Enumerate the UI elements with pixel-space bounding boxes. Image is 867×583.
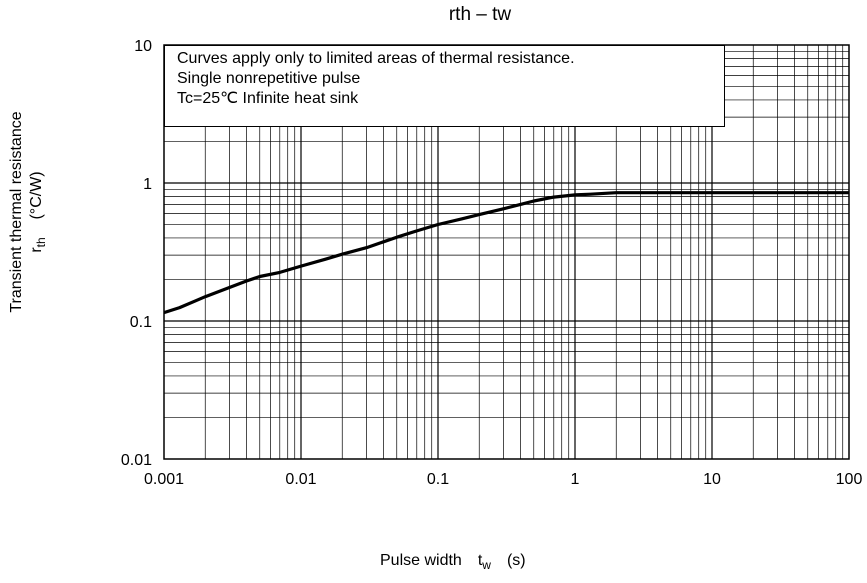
x-axis-label: Pulse width tw (s) [380,552,700,572]
y-tick-label: 10 [134,38,152,55]
x-axis-subscript: w [482,558,491,572]
x-tick-label: 100 [836,471,863,488]
x-axis-unit: (s) [506,552,526,569]
series-line-rth [163,191,849,315]
y-axis-subscript: th [34,237,48,248]
annotation-box: Curves apply only to limited areas of th… [164,45,725,127]
x-axis-symbol: t [477,552,483,569]
y-axis-label-line1: Transient thermal resistance [8,111,25,313]
annotation-line-1: Curves apply only to limited areas of th… [177,50,575,67]
y-axis-label-line2: rth (°C/W) [27,52,48,372]
x-tick-label: 10 [703,471,721,488]
y-axis-label: Transient thermal resistance rth (°C/W) [7,52,51,372]
y-axis-symbol: r [28,247,45,253]
annotation-line-2: Single nonrepetitive pulse [177,70,361,87]
y-axis-unit: (°C/W) [28,171,45,220]
y-tick-label: 1 [143,176,152,193]
x-tick-label: 0.001 [144,471,184,488]
series [163,191,849,315]
y-tick-label: 0.1 [130,314,152,331]
y-tick-label: 0.01 [121,452,152,469]
chart-title: rth – tw [448,4,512,25]
x-tick-label: 0.1 [427,471,449,488]
x-tick-label: 1 [571,471,580,488]
tick-labels: 0.001 0.01 0.1 1 10 100 0.01 0.1 1 10 [121,38,863,488]
x-axis-prefix: Pulse width [380,552,462,569]
x-tick-label: 0.01 [285,471,316,488]
annotation-line-3: Tc=25℃ Infinite heat sink [177,90,359,107]
